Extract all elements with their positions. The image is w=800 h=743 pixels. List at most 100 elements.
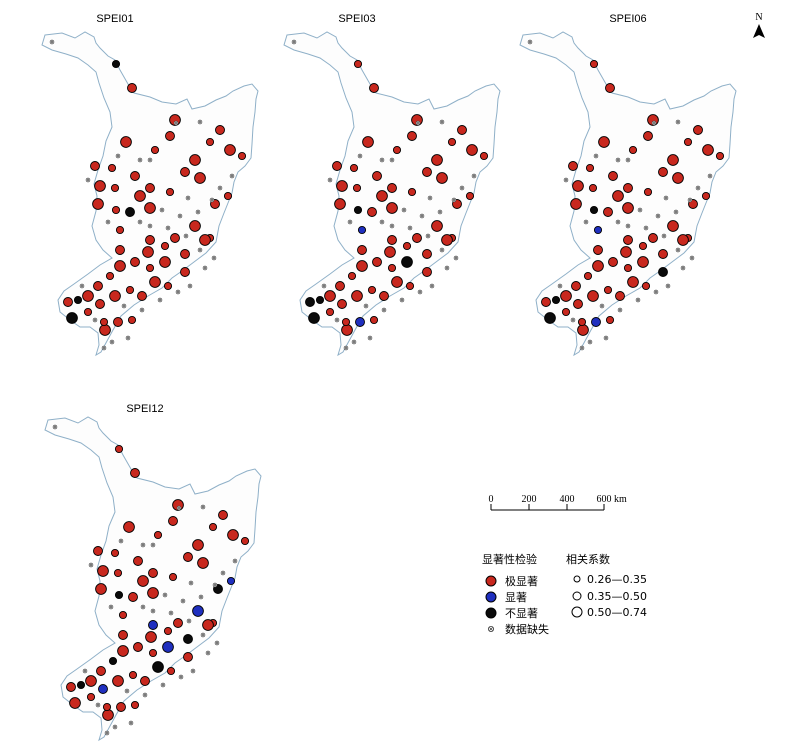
scale-tick-label: 200 bbox=[522, 494, 537, 505]
station-very-significant bbox=[109, 290, 121, 302]
station-missing-data bbox=[162, 592, 168, 598]
station-very-significant bbox=[693, 125, 703, 135]
station-missing-data bbox=[334, 317, 340, 323]
station-not-significant bbox=[308, 312, 320, 324]
panel-title: SPEI06 bbox=[609, 13, 646, 25]
station-very-significant bbox=[422, 267, 432, 277]
station-very-significant bbox=[457, 125, 467, 135]
station-not-significant bbox=[114, 590, 124, 600]
station-missing-data bbox=[150, 542, 156, 548]
station-very-significant bbox=[412, 233, 422, 243]
station-very-significant bbox=[349, 163, 359, 173]
station-very-significant bbox=[142, 246, 154, 258]
station-very-significant bbox=[116, 702, 126, 712]
station-very-significant bbox=[568, 161, 578, 171]
station-very-significant bbox=[612, 190, 624, 202]
map-panel-spei06: SPEI06 bbox=[519, 13, 737, 356]
station-missing-data bbox=[147, 157, 153, 163]
station-very-significant bbox=[376, 190, 388, 202]
station-very-significant bbox=[605, 83, 615, 93]
station-significant bbox=[162, 641, 174, 653]
station-very-significant bbox=[479, 151, 489, 161]
station-very-significant bbox=[422, 249, 432, 259]
station-layer bbox=[49, 39, 247, 351]
station-very-significant bbox=[148, 648, 158, 658]
station-very-significant bbox=[240, 536, 250, 546]
station-very-significant bbox=[180, 167, 190, 177]
station-very-significant bbox=[702, 144, 714, 156]
station-missing-data bbox=[427, 195, 433, 201]
station-very-significant bbox=[335, 281, 345, 291]
station-significant bbox=[148, 620, 158, 630]
station-missing-data bbox=[52, 424, 58, 430]
station-missing-data bbox=[471, 173, 477, 179]
scale-unit: km bbox=[614, 494, 627, 505]
station-very-significant bbox=[623, 263, 633, 273]
station-missing-data bbox=[176, 505, 182, 511]
station-significant bbox=[192, 605, 204, 617]
legend-significant-marker bbox=[485, 591, 497, 603]
station-very-significant bbox=[115, 245, 125, 255]
station-missing-data bbox=[363, 303, 369, 309]
station-very-significant bbox=[386, 202, 398, 214]
station-missing-data bbox=[124, 688, 130, 694]
station-very-significant bbox=[165, 187, 175, 197]
station-significant bbox=[98, 684, 108, 694]
station-very-significant bbox=[128, 592, 138, 602]
station-missing-data bbox=[160, 682, 166, 688]
station-missing-data bbox=[142, 692, 148, 698]
station-missing-data bbox=[180, 598, 186, 604]
station-very-significant bbox=[643, 131, 653, 141]
station-very-significant bbox=[384, 246, 396, 258]
station-missing-data bbox=[603, 335, 609, 341]
station-missing-data bbox=[351, 339, 357, 345]
station-very-significant bbox=[218, 510, 228, 520]
station-missing-data bbox=[675, 119, 681, 125]
station-layer bbox=[52, 424, 250, 736]
station-very-significant bbox=[715, 151, 725, 161]
station-very-significant bbox=[407, 131, 417, 141]
station-very-significant bbox=[110, 548, 120, 558]
station-very-significant bbox=[541, 297, 551, 307]
station-very-significant bbox=[114, 260, 126, 272]
station-very-significant bbox=[441, 234, 453, 246]
station-very-significant bbox=[648, 233, 658, 243]
north-label: N bbox=[755, 12, 762, 23]
station-very-significant bbox=[623, 183, 633, 193]
station-missing-data bbox=[707, 173, 713, 179]
station-very-significant bbox=[107, 163, 117, 173]
station-missing-data bbox=[209, 197, 215, 203]
station-missing-data bbox=[79, 283, 85, 289]
station-very-significant bbox=[165, 131, 175, 141]
station-very-significant bbox=[163, 281, 173, 291]
station-very-significant bbox=[133, 556, 143, 566]
station-very-significant bbox=[561, 307, 571, 317]
station-very-significant bbox=[237, 151, 247, 161]
station-very-significant bbox=[336, 180, 348, 192]
station-missing-data bbox=[357, 153, 363, 159]
station-missing-data bbox=[643, 225, 649, 231]
station-very-significant bbox=[587, 290, 599, 302]
station-very-significant bbox=[130, 171, 140, 181]
station-not-significant bbox=[73, 295, 83, 305]
station-missing-data bbox=[177, 213, 183, 219]
station-very-significant bbox=[150, 145, 160, 155]
station-very-significant bbox=[166, 666, 176, 676]
station-very-significant bbox=[643, 187, 653, 197]
station-missing-data bbox=[343, 345, 349, 351]
station-missing-data bbox=[637, 207, 643, 213]
station-missing-data bbox=[128, 720, 134, 726]
significance-legend: 显著性检验 极显著 显著 不显著 数据缺失 bbox=[482, 552, 549, 636]
station-not-significant bbox=[658, 267, 668, 277]
station-significant bbox=[355, 317, 365, 327]
station-missing-data bbox=[220, 570, 226, 576]
station-significant bbox=[357, 225, 367, 235]
legend-title: 显著性检验 bbox=[482, 552, 537, 566]
station-very-significant bbox=[391, 276, 403, 288]
station-very-significant bbox=[571, 281, 581, 291]
station-missing-data bbox=[444, 265, 450, 271]
map-panel-spei01: SPEI01 bbox=[41, 13, 259, 356]
station-very-significant bbox=[658, 249, 668, 259]
station-very-significant bbox=[667, 154, 679, 166]
